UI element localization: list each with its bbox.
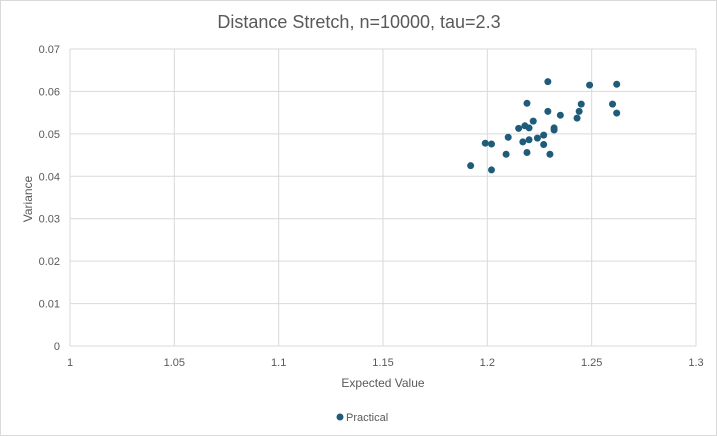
data-point: [573, 114, 581, 122]
data-point: [525, 136, 533, 144]
y-tick-label: 0: [54, 341, 60, 353]
x-tick-label: 1: [67, 357, 73, 369]
data-point: [546, 150, 554, 158]
x-axis-title: Expected Value: [341, 376, 424, 390]
y-tick-label: 0.02: [39, 256, 60, 268]
data-point: [586, 81, 594, 89]
tick-labels: 0 0.01 0.02 0.03 0.04 0.05 0.06 0.07 1 1.05 1.1 1.1…: [39, 44, 704, 369]
y-tick-label: 0.04: [39, 171, 60, 183]
legend-label: Practical: [346, 412, 388, 424]
x-tick-label: 1.05: [164, 357, 185, 369]
data-point: [488, 140, 496, 148]
data-point: [519, 138, 527, 146]
data-point: [502, 150, 510, 158]
data-point: [577, 100, 585, 108]
x-tick-label: 1.2: [480, 357, 495, 369]
data-point: [504, 133, 512, 141]
data-point: [575, 107, 583, 115]
data-point: [533, 134, 541, 142]
data-point: [544, 107, 552, 115]
x-tick-label: 1.3: [688, 357, 703, 369]
data-point: [613, 109, 621, 117]
data-point: [540, 140, 548, 148]
data-point: [609, 100, 617, 108]
data-points: [467, 78, 621, 174]
y-tick-label: 0.07: [39, 44, 60, 56]
data-point: [523, 149, 531, 157]
data-point: [481, 139, 489, 147]
chart-title: Distance Stretch, n=10000, tau=2.3: [217, 12, 500, 32]
y-axis-title: Variance: [21, 175, 35, 222]
data-point: [523, 99, 531, 107]
data-point: [467, 162, 475, 170]
data-point: [550, 124, 558, 132]
y-tick-label: 0.06: [39, 86, 60, 98]
y-tick-label: 0.01: [39, 299, 60, 311]
x-tick-label: 1.1: [271, 357, 286, 369]
data-point: [515, 124, 523, 132]
data-point: [544, 78, 552, 86]
data-point: [540, 131, 548, 139]
data-point: [525, 124, 533, 132]
y-tick-label: 0.03: [39, 214, 60, 226]
y-tick-label: 0.05: [39, 129, 60, 141]
legend: Practical: [336, 412, 388, 424]
data-point: [529, 117, 537, 125]
data-point: [488, 166, 496, 174]
x-tick-label: 1.25: [581, 357, 602, 369]
gridlines: [69, 48, 697, 347]
data-point: [613, 80, 621, 88]
x-tick-label: 1.15: [372, 357, 393, 369]
legend-marker: [336, 413, 344, 421]
data-point: [556, 111, 564, 119]
